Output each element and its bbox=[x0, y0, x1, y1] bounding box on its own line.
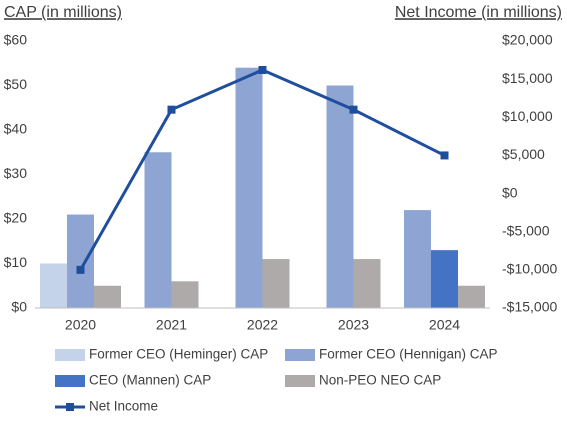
y-tick-label: $20 bbox=[4, 210, 28, 226]
line-marker bbox=[258, 65, 267, 74]
bar bbox=[94, 285, 121, 308]
y-tick-label: $0 bbox=[11, 299, 27, 315]
right-axis-title: Net Income (in millions) bbox=[395, 4, 562, 21]
legend-swatch bbox=[66, 403, 74, 411]
line-marker bbox=[76, 265, 85, 274]
y-tick-label: $50 bbox=[4, 76, 28, 92]
legend-label: Net Income bbox=[89, 399, 158, 414]
bar bbox=[262, 259, 290, 308]
legend-label: Former CEO (Heminger) CAP bbox=[89, 347, 268, 362]
y2-tick-label: $0 bbox=[502, 184, 518, 200]
y2-tick-label: -$10,000 bbox=[502, 261, 557, 277]
legend-swatch bbox=[285, 375, 315, 387]
y2-tick-label: $20,000 bbox=[502, 32, 553, 48]
line-marker bbox=[167, 105, 176, 114]
legend-label: Former CEO (Hennigan) CAP bbox=[319, 347, 498, 362]
y2-tick-label: $15,000 bbox=[502, 70, 553, 86]
bar bbox=[353, 259, 381, 308]
y-tick-label: $40 bbox=[4, 121, 28, 137]
legend-swatch bbox=[55, 349, 85, 361]
bar bbox=[67, 214, 94, 308]
x-tick-label: 2021 bbox=[156, 317, 187, 333]
x-tick-label: 2022 bbox=[247, 317, 278, 333]
y-tick-label: $30 bbox=[4, 165, 28, 181]
y-tick-label: $60 bbox=[4, 32, 28, 48]
legend-swatch bbox=[285, 349, 315, 361]
y2-tick-label: $10,000 bbox=[502, 108, 553, 124]
x-tick-label: 2024 bbox=[429, 317, 460, 333]
bar bbox=[458, 285, 485, 308]
bar bbox=[404, 210, 431, 308]
bar bbox=[40, 263, 67, 308]
legend-label: Non-PEO NEO CAP bbox=[319, 373, 441, 388]
y2-tick-label: $5,000 bbox=[502, 146, 545, 162]
bar bbox=[171, 281, 199, 308]
bar bbox=[235, 67, 263, 308]
bar bbox=[144, 152, 172, 308]
legend-label: CEO (Mannen) CAP bbox=[89, 373, 211, 388]
y2-tick-label: -$5,000 bbox=[502, 222, 550, 238]
line-marker bbox=[349, 105, 358, 114]
legend-swatch bbox=[55, 375, 85, 387]
y-tick-label: $10 bbox=[4, 254, 28, 270]
y2-tick-label: -$15,000 bbox=[502, 299, 557, 315]
x-tick-label: 2023 bbox=[338, 317, 369, 333]
left-axis-title: CAP (in millions) bbox=[4, 4, 122, 21]
line-marker bbox=[440, 151, 449, 160]
x-tick-label: 2020 bbox=[65, 317, 96, 333]
bar bbox=[326, 85, 354, 308]
bar bbox=[431, 250, 458, 308]
